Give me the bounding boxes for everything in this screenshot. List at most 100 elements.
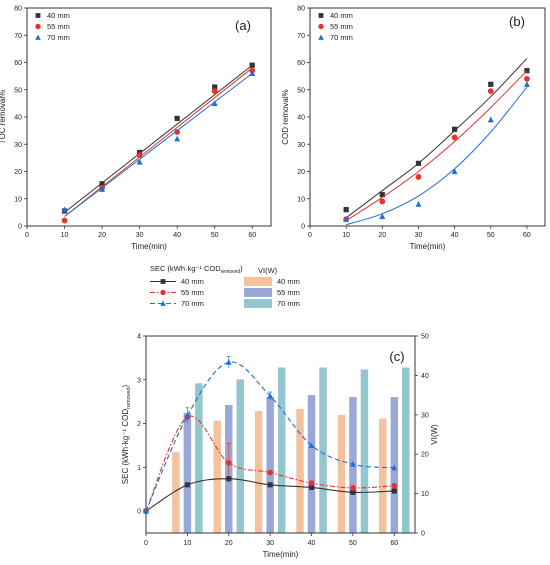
sec-point [391, 488, 397, 494]
sec-point [226, 476, 232, 482]
x-tick-label: 10 [61, 232, 69, 239]
data-point [174, 115, 180, 121]
x-tick-label: 20 [225, 540, 233, 547]
data-point [415, 201, 422, 207]
sec-legend-label: 40 mm [181, 277, 204, 286]
data-point [343, 207, 349, 213]
panel-c-sec-vi-chart: 0 10 20 30 40 50 600123401020304050Time(min)SE… [121, 264, 439, 559]
legend-label: 40 mm [330, 11, 353, 20]
x-tick-label: 30 [136, 232, 144, 239]
sec-point [267, 469, 273, 476]
sec-point [350, 461, 356, 467]
data-point [451, 134, 458, 141]
vi-bar [236, 379, 245, 533]
left-y-axis-label-main: SEC (kWh·kg⁻¹ COD [121, 409, 130, 485]
x-tick-label: 60 [248, 232, 256, 239]
right-y-tick-label: 20 [421, 452, 429, 459]
x-tick-label: 50 [349, 540, 357, 547]
vi-legend-swatch [244, 299, 272, 308]
x-tick-label: 10 [183, 540, 191, 547]
y-tick-label: 40 [14, 115, 22, 122]
panel-a-toc-removal-chart: 0 10 20 30 40 50 60 0 10 20 30 40 50 60 70 80 Time(min) T… [0, 6, 272, 251]
x-tick-label: 40 [308, 540, 316, 547]
legend-marker [318, 34, 324, 40]
vi-legend-swatch [244, 277, 272, 286]
panel-label: (a) [235, 18, 251, 33]
data-point [487, 88, 494, 95]
y-tick-label: 60 [14, 60, 22, 67]
vi-legend-label: 70 mm [277, 299, 300, 308]
left-y-axis-label-close: ) [121, 384, 130, 387]
vi-bar [319, 367, 327, 533]
fit-line [64, 67, 253, 217]
vi-bar [379, 418, 387, 533]
x-tick-label: 40 [451, 232, 459, 239]
data-point [379, 213, 386, 220]
fit-line [64, 73, 253, 217]
data-point [249, 62, 255, 68]
y-tick-label: 0 [301, 224, 305, 231]
left-y-tick-label: 0 [137, 509, 141, 516]
panel-label: (b) [509, 14, 525, 29]
legend-marker [318, 23, 324, 30]
right-y-axis-label: VI(W) [430, 424, 439, 445]
y-tick-label: 80 [297, 6, 305, 13]
x-tick-label: 50 [487, 232, 495, 239]
data-point [99, 186, 106, 192]
panel-label: (c) [389, 349, 404, 364]
sec-point [267, 482, 273, 488]
right-y-tick-label: 40 [421, 373, 429, 380]
legend-label: 70 mm [330, 33, 353, 42]
legend-marker [35, 23, 41, 30]
y-tick-label: 60 [297, 60, 305, 67]
vi-bar [195, 383, 203, 533]
sec-point [225, 359, 232, 365]
panel-b-cod-removal-chart: 0 10 20 30 40 50 60 0 10 20 30 40 50 60 70 80 Time(min) C… [281, 6, 546, 251]
data-point [61, 217, 68, 224]
data-point [523, 81, 530, 87]
vi-legend-label: 55 mm [277, 288, 300, 297]
left-y-axis-label: SEC (kWh·kg⁻¹ CODremoved) [121, 384, 132, 484]
x-tick-label: 40 [173, 232, 181, 239]
sec-point [267, 392, 274, 399]
sec-legend-marker [160, 279, 166, 284]
legend-marker [35, 13, 41, 18]
vi-bar [213, 420, 222, 533]
data-point [174, 135, 181, 142]
data-point [136, 152, 143, 159]
x-tick-label: 30 [415, 232, 423, 239]
sec-point [308, 442, 315, 448]
y-tick-label: 30 [297, 142, 305, 149]
fit-line [64, 64, 253, 213]
data-point [212, 84, 218, 90]
data-point [415, 160, 422, 166]
left-y-tick-label: 1 [137, 465, 141, 472]
sec-point [391, 482, 398, 489]
x-axis-label: Time(min) [410, 242, 446, 251]
y-axis-label: COD removal% [281, 89, 290, 145]
sec-point [225, 460, 232, 466]
sec-point [391, 464, 398, 471]
sec-legend-label: 55 mm [181, 288, 204, 297]
sec-point [184, 412, 191, 419]
data-point [136, 158, 143, 165]
data-point [524, 75, 530, 82]
sec-legend-title-close: ) [240, 264, 243, 273]
y-tick-label: 50 [14, 87, 22, 94]
y-tick-label: 50 [297, 87, 305, 94]
data-point [379, 192, 385, 198]
legend-label: 40 mm [47, 11, 70, 20]
vi-bar [277, 367, 286, 533]
data-point [61, 206, 68, 213]
sec-point [308, 480, 315, 486]
y-tick-label: 20 [297, 169, 305, 176]
left-y-tick-label: 3 [137, 377, 141, 384]
vi-bar [402, 367, 410, 533]
sec-point [184, 482, 190, 488]
sec-point [143, 508, 149, 514]
right-y-tick-label: 0 [421, 531, 425, 538]
x-tick-label: 50 [211, 232, 219, 239]
y-axis-label: TOC removal% [0, 90, 7, 145]
sec-legend-title: SEC (kWh·kg⁻¹ CODremoved) [150, 264, 243, 275]
legend-label: 55 mm [47, 22, 70, 31]
